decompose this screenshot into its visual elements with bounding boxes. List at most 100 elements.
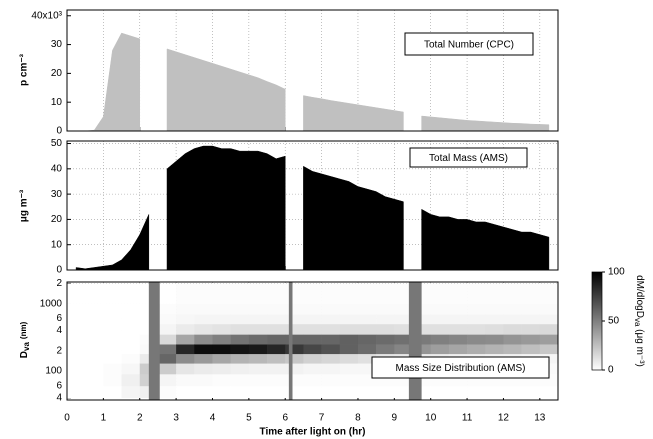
heatmap-cell — [157, 353, 177, 364]
y-tick-label: 6 — [56, 313, 62, 324]
x-tick-label: 12 — [498, 413, 510, 424]
heatmap-cell — [467, 283, 486, 304]
heatmap-cell — [430, 334, 450, 345]
heatmap-cell — [394, 385, 413, 399]
y-tick-label: 4 — [56, 325, 62, 336]
colorbar — [591, 271, 603, 371]
heatmap-cell — [339, 385, 359, 399]
y-tick-label: 40x10³ — [31, 10, 62, 21]
heatmap-cell — [485, 344, 504, 355]
heatmap-cell — [230, 303, 250, 315]
heatmap-cell — [448, 323, 468, 335]
heatmap-cell — [321, 374, 341, 387]
heatmap-cell — [176, 283, 195, 304]
heatmap-cell — [267, 334, 286, 345]
heatmap-cell — [448, 344, 468, 355]
heatmap-cell — [85, 303, 104, 315]
heatmap-cell — [176, 323, 195, 335]
heatmap-cell — [467, 323, 486, 335]
heatmap-cell — [85, 314, 104, 325]
x-tick-label: 9 — [392, 413, 398, 424]
heatmap-cell — [67, 344, 86, 355]
heatmap-cell — [321, 334, 341, 345]
heatmap-cell — [194, 353, 213, 364]
heatmap-cell — [212, 283, 231, 304]
heatmap-cell — [376, 283, 395, 304]
x-tick-label: 3 — [173, 413, 179, 424]
heatmap-cell — [467, 303, 486, 315]
heatmap-cell — [121, 314, 141, 325]
heatmap-cell — [67, 283, 86, 304]
heatmap-cell — [503, 303, 522, 315]
y-axis-label: Dva (nm) — [19, 321, 31, 358]
heatmap-cell — [194, 283, 213, 304]
heatmap-cell — [430, 385, 450, 399]
heatmap-cell — [339, 334, 359, 345]
heatmap-cell — [248, 334, 268, 345]
plot-frame — [66, 281, 559, 401]
heatmap-cell — [339, 283, 359, 304]
colorbar-tick-label: 0 — [608, 365, 614, 376]
heatmap-cell — [67, 353, 86, 364]
heatmap-cell — [85, 283, 104, 304]
heatmap-cell — [212, 374, 231, 387]
heatmap-cell — [394, 323, 413, 335]
heatmap-cell — [503, 314, 522, 325]
y-tick-label: 100 — [45, 366, 62, 377]
heatmap-cell — [267, 314, 286, 325]
colorbar-tick-label: 100 — [608, 267, 625, 278]
y-axis-label: p cm⁻³ — [19, 53, 30, 86]
heatmap-cell — [485, 283, 504, 304]
heatmap-cell — [67, 334, 86, 345]
heatmap-cell — [230, 363, 250, 375]
heatmap-cell — [467, 385, 486, 399]
heatmap-cell — [103, 344, 122, 355]
heatmap-cell — [157, 374, 177, 387]
heatmap-cell — [267, 363, 286, 375]
heatmap-cell — [357, 344, 377, 355]
heatmap-cell — [248, 314, 268, 325]
heatmap-cell — [303, 323, 322, 335]
heatmap-cell — [176, 363, 195, 375]
heatmap-cell — [448, 334, 468, 345]
area — [75, 214, 150, 271]
heatmap-cell — [521, 385, 541, 399]
heatmap-cell — [194, 363, 213, 375]
heatmap-cell — [103, 314, 122, 325]
heatmap-cell — [230, 385, 250, 399]
heatmap-cell — [103, 385, 122, 399]
heatmap-cell — [321, 303, 341, 315]
heatmap-cell — [85, 374, 104, 387]
y-tick-label: 1000 — [40, 298, 63, 309]
heatmap-cell — [194, 303, 213, 315]
heatmap-cell — [448, 314, 468, 325]
heatmap-cell — [248, 363, 268, 375]
x-tick-label: 11 — [462, 413, 473, 424]
heatmap-cell — [285, 314, 304, 325]
heatmap-cell — [212, 323, 231, 335]
heatmap-cell — [321, 314, 341, 325]
heatmap-cell — [267, 353, 286, 364]
heatmap-cell — [157, 334, 177, 345]
plot-frame — [66, 9, 559, 132]
heatmap-cell — [448, 303, 468, 315]
heatmap-cell — [121, 344, 141, 355]
heatmap-cell — [230, 374, 250, 387]
annotation: Total Mass (AMS) — [429, 153, 508, 164]
heatmap-cell — [376, 385, 395, 399]
area — [166, 145, 286, 271]
heatmap-cell — [85, 323, 104, 335]
heatmap-cell — [303, 314, 322, 325]
y-label-sub: va — [22, 342, 31, 351]
annotation-box — [409, 147, 528, 168]
heatmap-cell — [394, 344, 413, 355]
heatmap-cell — [357, 323, 377, 335]
heatmap-cell — [176, 385, 195, 399]
heatmap-cell — [303, 334, 322, 345]
x-tick-label: 4 — [210, 413, 216, 424]
heatmap-cell — [357, 314, 377, 325]
heatmap-cell — [539, 314, 559, 325]
heatmap-cell — [157, 283, 177, 304]
x-tick-label: 1 — [101, 413, 107, 424]
heatmap-cell — [212, 344, 231, 355]
